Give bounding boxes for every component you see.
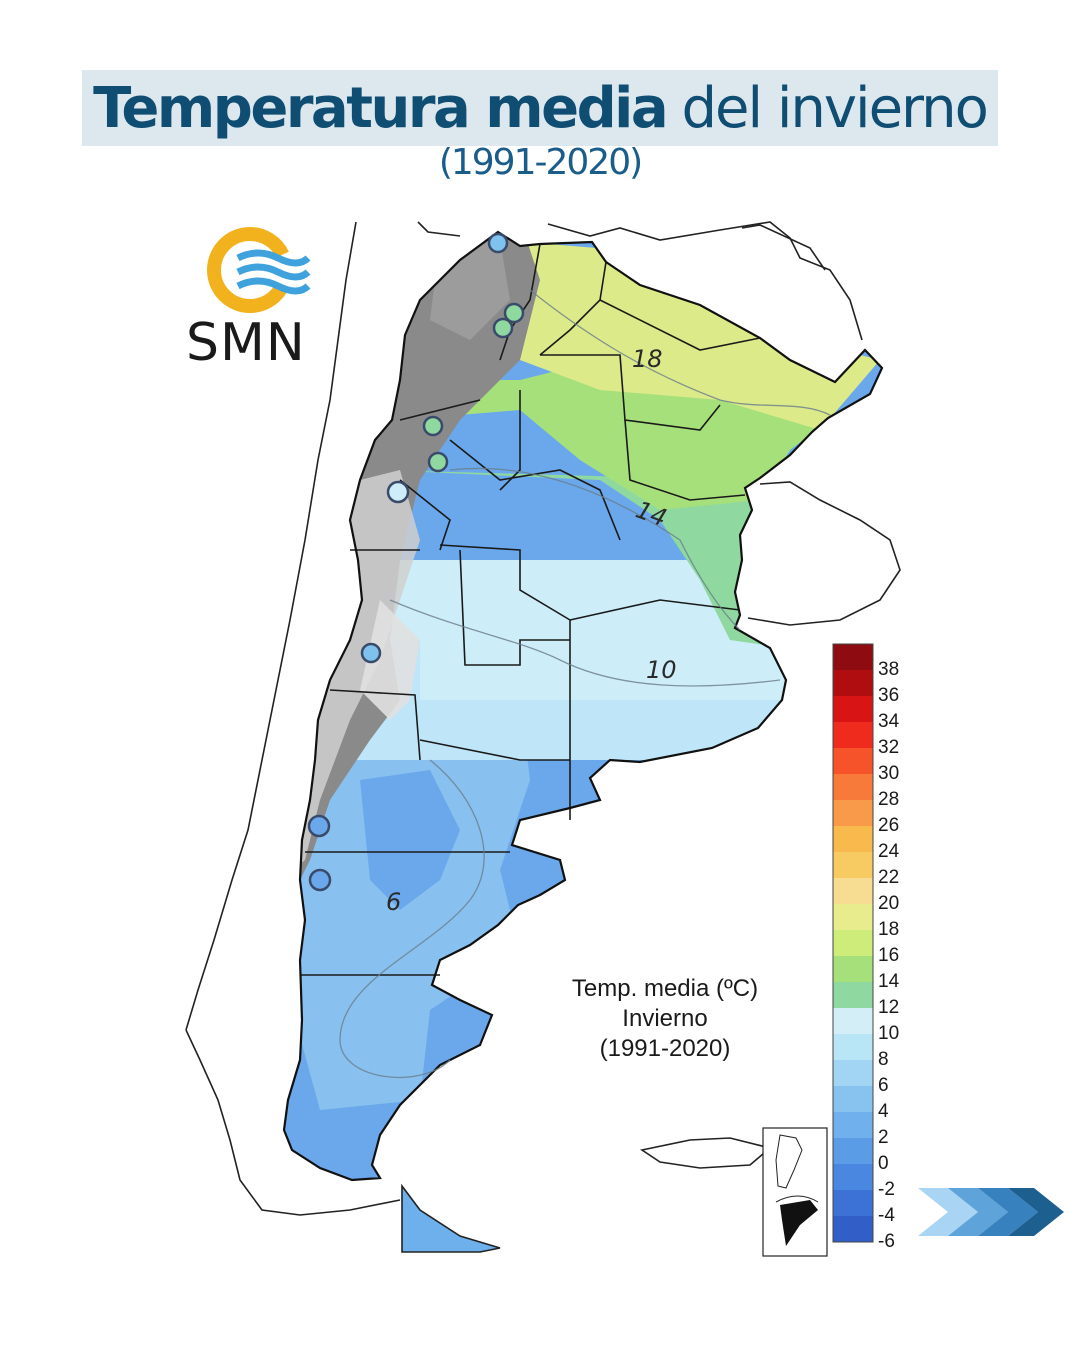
scale-swatch-10 (833, 1008, 873, 1034)
smn-logo-icon (207, 227, 311, 313)
page-subtitle: (1991-2020) (438, 142, 643, 183)
station-markers (307, 232, 525, 892)
legend-title-line3: (1991-2020) (599, 1035, 731, 1062)
color-scale-border (832, 643, 874, 1243)
next-arrows-icon[interactable] (918, 1188, 1064, 1236)
scale-label-8: 8 (878, 1049, 889, 1070)
scale-label-14: 14 (878, 971, 900, 992)
scale-label-10: 10 (878, 1023, 900, 1044)
scale-swatch-34 (833, 696, 873, 722)
page-title: Temperatura media del invierno (93, 75, 989, 141)
contour-label-18: 18 (632, 345, 663, 373)
scale-swatch-20 (833, 878, 873, 904)
scale-swatch-16 (833, 930, 873, 956)
scale-swatch-6 (833, 1060, 873, 1086)
contour-label-6: 6 (386, 888, 402, 916)
scale-swatch-28 (833, 774, 873, 800)
scale-swatch-38 (833, 644, 873, 670)
scale-label-6: 6 (878, 1075, 889, 1096)
scale-label-24: 24 (878, 841, 900, 862)
smn-logo-text: SMN (186, 313, 306, 373)
neighbor-borders (185, 221, 901, 1253)
scale-swatch-0 (833, 1138, 873, 1164)
scale-swatch--6 (833, 1216, 873, 1242)
scale-swatch-12 (833, 982, 873, 1008)
scale-label-38: 38 (878, 659, 900, 680)
scale-swatch-26 (833, 800, 873, 826)
scale-label-0: 0 (878, 1153, 889, 1174)
scale-swatch-32 (833, 722, 873, 748)
scale-label--6: -6 (878, 1231, 895, 1252)
scale-label-4: 4 (878, 1101, 889, 1122)
scale-swatch--4 (833, 1190, 873, 1216)
locator-inset-icon (762, 1127, 828, 1257)
title-light: del invierno (681, 75, 988, 141)
contour-label-10: 10 (646, 656, 677, 684)
scale-swatch-4 (833, 1086, 873, 1112)
color-scale (832, 643, 874, 1243)
scale-swatch-8 (833, 1034, 873, 1060)
scale-label-18: 18 (878, 919, 900, 940)
scale-label-12: 12 (878, 997, 900, 1018)
scale-label-20: 20 (878, 893, 900, 914)
scale-swatch-18 (833, 904, 873, 930)
scale-swatch-36 (833, 670, 873, 696)
scale-label-2: 2 (878, 1127, 889, 1148)
title-band: Temperatura media del invierno (82, 70, 998, 146)
scale-swatch-24 (833, 826, 873, 852)
province-borders (300, 243, 761, 976)
legend-title-line2: Invierno (622, 1005, 708, 1032)
scale-label-32: 32 (878, 737, 900, 758)
scale-label-30: 30 (878, 763, 900, 784)
scale-label-28: 28 (878, 789, 900, 810)
scale-swatch-22 (833, 852, 873, 878)
scale-label-34: 34 (878, 711, 900, 732)
scale-label-26: 26 (878, 815, 900, 836)
title-bold: Temperatura media (93, 75, 669, 141)
scale-label-36: 36 (878, 685, 900, 706)
scale-label-16: 16 (878, 945, 900, 966)
scale-label--4: -4 (878, 1205, 895, 1226)
scale-swatch-2 (833, 1112, 873, 1138)
legend-title-line1: Temp. media (ºC) (571, 975, 759, 1002)
scale-label-22: 22 (878, 867, 900, 888)
scale-swatch-14 (833, 956, 873, 982)
isotherm-lines (339, 289, 831, 1079)
scale-swatch-30 (833, 748, 873, 774)
scale-label--2: -2 (878, 1179, 895, 1200)
scale-swatch--2 (833, 1164, 873, 1190)
